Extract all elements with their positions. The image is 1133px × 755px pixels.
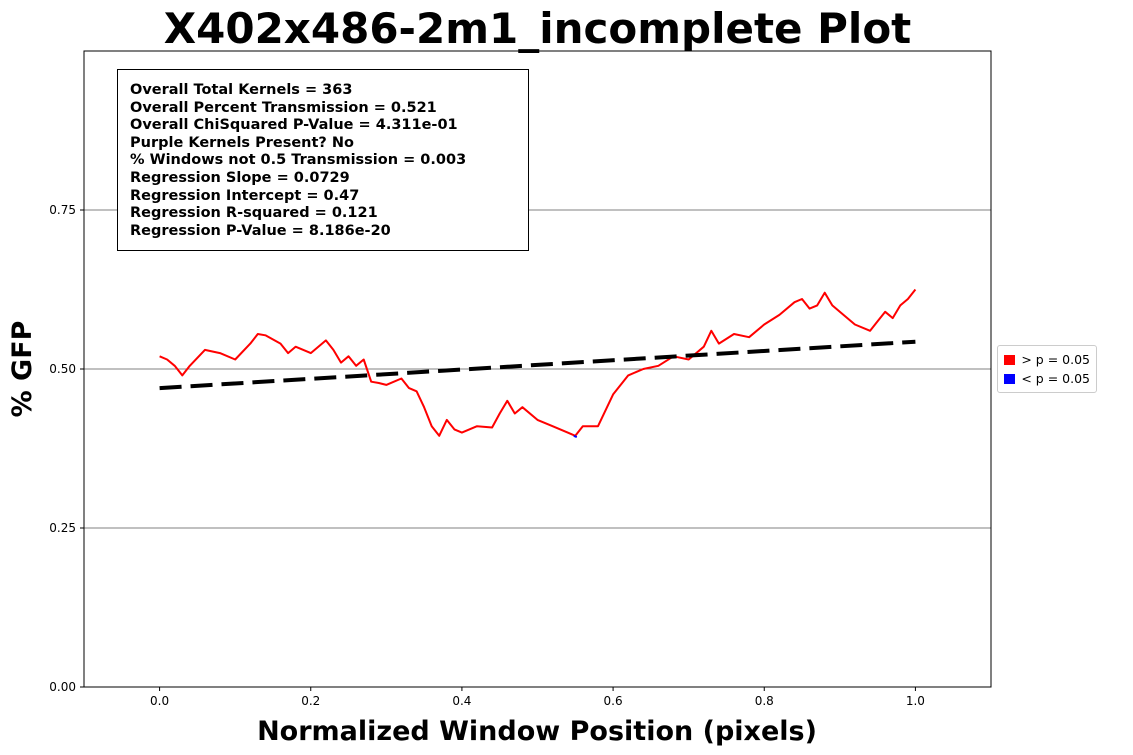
y-axis-title: % GFP <box>7 321 38 418</box>
legend-label: < p = 0.05 <box>1021 371 1090 386</box>
stats-line: Overall Total Kernels = 363 <box>130 82 353 98</box>
x-tick-label: 1.0 <box>906 694 925 708</box>
legend-label: > p = 0.05 <box>1021 352 1090 367</box>
stats-line: Regression Intercept = 0.47 <box>130 187 360 204</box>
x-tick-label: 0.8 <box>755 694 774 708</box>
y-tick-label: 0.25 <box>49 521 76 535</box>
data-lines <box>159 288 917 439</box>
y-tick-label: 0.00 <box>49 680 76 694</box>
stats-line: Purple Kernels Present? No <box>130 134 354 151</box>
x-tick-label: 0.6 <box>604 694 623 708</box>
x-axis-title: Normalized Window Position (pixels) <box>257 716 817 747</box>
x-tick-label: 0.2 <box>301 694 320 708</box>
stats-line: Overall Percent Transmission = 0.521 <box>130 99 437 116</box>
grid-lines <box>84 209 991 529</box>
x-tick-label: 0.4 <box>452 694 471 708</box>
stats-line: Regression Slope = 0.0729 <box>130 169 350 186</box>
axis-ticks: 0.00 0.25 0.50 0.75 0.0 0.2 0.4 0.6 0.8 1.0 <box>49 203 925 708</box>
chart-title: X402x486-2m1_incomplete Plot <box>163 4 912 53</box>
y-tick-label: 0.75 <box>49 203 76 217</box>
stats-line: % Windows not 0.5 Transmission = 0.003 <box>130 152 467 169</box>
legend: > p = 0.05 < p = 0.05 <box>997 345 1097 393</box>
legend-swatch <box>1004 354 1016 365</box>
stats-annotation-box: Overall Total Kernels = 363 Overall Perce… <box>117 69 529 251</box>
y-tick-label: 0.50 <box>49 362 76 376</box>
gfp-percent-line <box>159 288 917 437</box>
stats-line: Regression P-Value = 8.186e-20 <box>130 222 391 239</box>
stats-line: Regression R-squared = 0.121 <box>130 205 378 222</box>
legend-swatch <box>1004 373 1016 384</box>
significant-segment-line <box>573 434 578 439</box>
legend-item: > p = 0.05 <box>1004 350 1090 369</box>
regression-line <box>159 339 916 391</box>
legend-item: < p = 0.05 <box>1004 369 1090 388</box>
stats-line: Overall ChiSquared P-Value = 4.311e-01 <box>130 117 458 134</box>
x-tick-label: 0.0 <box>150 694 169 708</box>
